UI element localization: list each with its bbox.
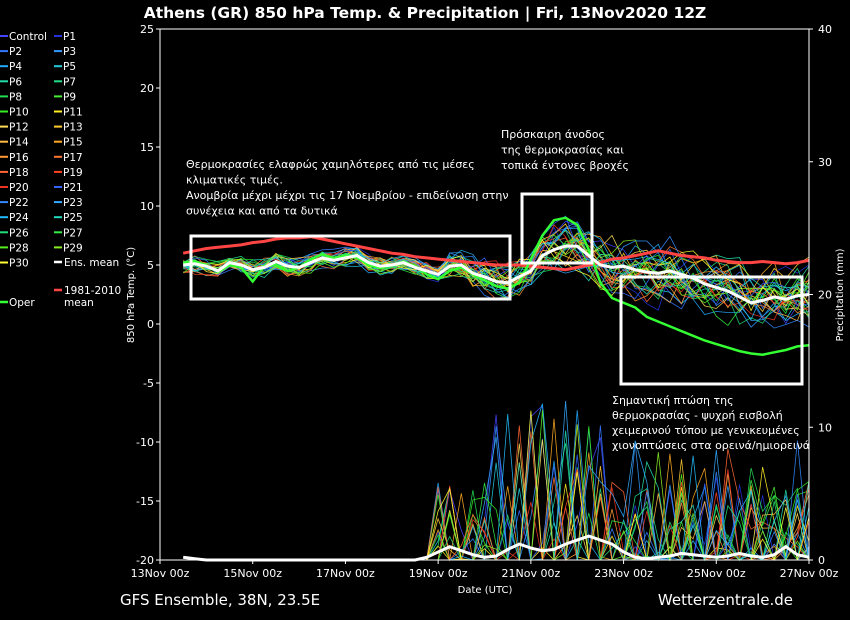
y-tick-label-left: -10: [136, 436, 154, 449]
annotation-box: [619, 275, 804, 386]
y-tick-label-right: 40: [818, 23, 832, 36]
y-tick-label-left: -15: [136, 495, 154, 508]
legend-label: P11: [63, 107, 83, 119]
legend-label: P25: [63, 212, 83, 224]
legend-label: P10: [9, 107, 29, 119]
legend-label: P6: [9, 76, 22, 88]
ens-mean-line: [183, 244, 810, 305]
y-axis-label-left: 850 hPa Temp. (°C): [126, 247, 137, 343]
legend-label: P9: [63, 91, 76, 103]
legend-label: P23: [63, 197, 83, 209]
y-tick-label-left: 10: [140, 200, 154, 213]
legend-label: P26: [9, 227, 29, 239]
legend-label: P14: [9, 137, 29, 149]
legend-label: P18: [9, 167, 29, 179]
legend-label: Ens. mean: [64, 257, 119, 269]
x-tick-label: 21Nov 00z: [501, 567, 560, 580]
legend-label: P2: [9, 46, 22, 58]
x-tick-label: 17Nov 00z: [316, 567, 375, 580]
legend-label: Oper: [9, 297, 35, 309]
axes: 25 20 15 10 5 0 -5 -10 -15 -20 40 30 20 10 0 13Nov 00z 1…: [131, 23, 839, 580]
x-axis-label: Date (UTC): [458, 585, 513, 596]
y-tick-label-right: 30: [818, 156, 832, 169]
legend-label: P5: [63, 61, 76, 73]
y-axis-label-right: Precipitation (mm): [835, 248, 846, 341]
annotation-box: [189, 234, 512, 301]
x-tick-label: 19Nov 00z: [409, 567, 468, 580]
legend-label: P29: [63, 242, 83, 254]
legend-label: P22: [9, 197, 29, 209]
chart-title: Athens (GR) 850 hPa Temp. & Precipitatio…: [144, 4, 707, 23]
annotation-box: [520, 192, 594, 265]
climatology-mean-line: [182, 235, 810, 272]
member-temp-line: [182, 248, 810, 322]
oper-line: [183, 216, 810, 356]
legend-label: P15: [63, 137, 83, 149]
y-tick-label-left: -20: [136, 554, 154, 567]
member-temp-line: [183, 237, 810, 314]
legend-label: P17: [63, 152, 83, 164]
legend-label: P3: [63, 46, 76, 58]
y-tick-label-left: -5: [143, 377, 154, 390]
annotation-text: Θερμοκρασίες ελαφρώς χαμηλότερες από τις…: [186, 158, 509, 218]
legend-label: P8: [9, 91, 22, 103]
legend-label: P1: [63, 31, 76, 43]
legend-label: P21: [63, 182, 83, 194]
legend-label: P16: [9, 152, 29, 164]
y-tick-label-right: 0: [818, 554, 825, 567]
y-tick-label-left: 5: [147, 259, 154, 272]
legend-label: P30: [9, 258, 29, 270]
y-tick-label-left: 20: [140, 82, 154, 95]
legend-label: P12: [9, 122, 29, 134]
legend: Control P1 P2 P3 P4 P5 P6 P7 P8 P9 P10 P11 P12 P13 P14…: [0, 31, 121, 309]
x-tick-label: 27Nov 00z: [780, 567, 839, 580]
x-tick-label: 23Nov 00z: [594, 567, 653, 580]
annotations: Θερμοκρασίες ελαφρώς χαμηλότερες από τις…: [186, 128, 810, 452]
legend-label: 1981-2010 mean: [64, 285, 121, 309]
member-temp-line: [183, 244, 810, 312]
y-tick-label-left: 0: [147, 318, 154, 331]
annotation-text: Πρόσκαιρη άνοδος της θερμοκρασίας και τοπι…: [501, 128, 629, 172]
legend-label: P7: [63, 76, 76, 88]
legend-label: P27: [63, 227, 83, 239]
y-tick-label-left: 25: [140, 23, 154, 36]
x-tick-label: 25Nov 00z: [687, 567, 746, 580]
x-tick-label: 15Nov 00z: [223, 567, 282, 580]
y-tick-label-right: 10: [818, 421, 832, 434]
annotation-text: Σημαντική πτώση της θερμοκρασίας - ψυχρή …: [612, 394, 810, 452]
legend-label: P20: [9, 182, 29, 194]
source-footer: Wetterzentrale.de: [658, 591, 793, 609]
x-tick-label: 13Nov 00z: [131, 567, 190, 580]
legend-label: P24: [9, 212, 29, 224]
legend-label: P28: [9, 242, 29, 254]
y-tick-label-left: 15: [140, 141, 154, 154]
model-footer: GFS Ensemble, 38N, 23.5E: [120, 591, 320, 609]
legend-label: P13: [63, 122, 83, 134]
legend-label: P19: [63, 167, 83, 179]
legend-label: P4: [9, 61, 22, 73]
y-tick-label-right: 20: [818, 289, 832, 302]
legend-label: Control: [9, 31, 47, 43]
